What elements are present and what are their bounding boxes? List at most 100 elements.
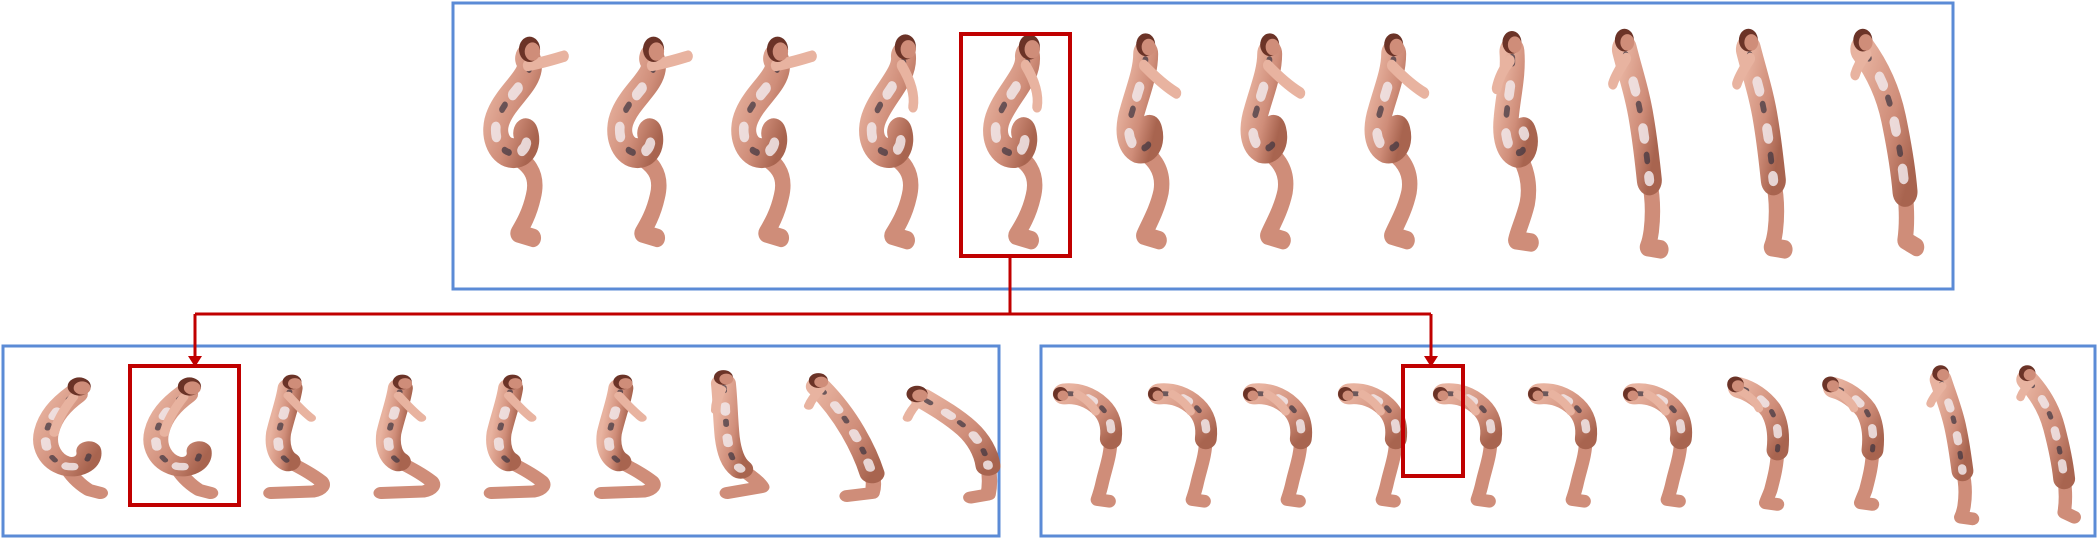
clothing-patch [1629, 389, 1686, 443]
body-arm [1548, 390, 1575, 416]
body-face [900, 40, 916, 59]
body-torso [910, 388, 1001, 476]
clothing-patch [813, 382, 877, 478]
clothing-patch [151, 390, 204, 471]
clothing-patch [1124, 48, 1156, 155]
body-face [183, 381, 201, 395]
body-arm [2016, 378, 2035, 402]
clothing-band [1346, 391, 1399, 442]
body-face [1620, 34, 1635, 51]
body-face [912, 389, 928, 402]
body-arm [1453, 390, 1480, 416]
top-frame-7 [1240, 33, 1306, 250]
body-leg [1639, 171, 1669, 259]
body-arm [1491, 55, 1515, 95]
top-frame-3 [731, 36, 817, 248]
bottom-left-frame-2 [143, 377, 219, 499]
clothing-patch [1372, 48, 1404, 155]
body-face [1858, 34, 1873, 51]
body-face [508, 378, 523, 389]
body-arm [1020, 59, 1043, 113]
body-face [524, 42, 541, 61]
body-face [1342, 390, 1354, 401]
clothing-patch [490, 52, 535, 159]
body-arm [1358, 390, 1385, 416]
bottom-left-frame-4 [373, 374, 441, 499]
arrowhead-left [188, 356, 202, 367]
clothing-patch [40, 390, 94, 471]
top-frame-11 [1732, 28, 1793, 259]
body-arm [614, 391, 647, 422]
body-leg [1759, 443, 1785, 511]
clothing-band [1156, 391, 1209, 442]
top-frame-8 [1364, 33, 1430, 250]
body-face [719, 373, 734, 385]
body-face [287, 378, 302, 389]
top-frame-9 [1491, 31, 1539, 252]
body-arm [49, 393, 79, 437]
body-arm [1850, 48, 1872, 81]
clothing-patch [1248, 48, 1280, 155]
body-face [1937, 369, 1950, 381]
body-face [772, 42, 789, 61]
body-face [1024, 40, 1040, 59]
clothing-patch [1439, 389, 1496, 443]
body-face [1152, 390, 1164, 401]
top-frame-2 [607, 36, 693, 248]
body-arm [1643, 390, 1670, 416]
clothing-band [1250, 50, 1278, 152]
arrowhead-right [1424, 356, 1438, 367]
clothing-patch [1829, 383, 1878, 455]
body-arm [1386, 59, 1430, 99]
clothing-band [1251, 391, 1304, 442]
body-face [618, 378, 633, 389]
clothing-band [1061, 391, 1114, 442]
body-leg [1763, 171, 1793, 259]
body-face [648, 42, 665, 61]
body-leg [1185, 432, 1213, 508]
body-leg [1375, 432, 1403, 508]
clothing-band [1536, 391, 1589, 442]
body-face [1507, 36, 1522, 53]
clothing-band [919, 396, 991, 469]
clothing-patch [718, 379, 746, 473]
body-leg [1470, 432, 1498, 508]
body-leg [263, 455, 330, 499]
body-face [1247, 390, 1259, 401]
clothing-band [605, 385, 624, 464]
bottom-right-frame-8 [1727, 376, 1790, 511]
body-arm [1608, 52, 1632, 90]
body-leg [483, 455, 551, 499]
body-arm [803, 385, 826, 410]
bottom-left-frame-5 [483, 374, 551, 499]
clothing-band [1621, 45, 1653, 184]
bottom-right-panel [1039, 344, 2097, 538]
bottom-right-frame-9 [1822, 376, 1885, 511]
body-face [1389, 38, 1404, 56]
clothing-band [1831, 385, 1876, 453]
bottom-left-frame-7 [710, 370, 770, 499]
clothing-patch [738, 52, 783, 159]
body-arm [1732, 52, 1756, 90]
body-arm [896, 59, 919, 113]
clothing-patch [1534, 389, 1591, 443]
clothing-band [1745, 45, 1777, 184]
body-face [398, 378, 413, 389]
top-panel [451, 1, 1955, 291]
body-leg [1090, 432, 1118, 508]
clothing-patch [1344, 389, 1401, 443]
top-frame-12 [1850, 28, 1925, 257]
clothing-patch [614, 52, 659, 159]
top-panel-frames [483, 28, 1925, 259]
clothing-patch [1858, 43, 1910, 198]
body-face [1731, 380, 1745, 392]
body-face [2023, 369, 2036, 381]
body-arm [770, 50, 817, 72]
body-leg [1280, 432, 1308, 508]
bottom-right-frame-3 [1242, 383, 1313, 508]
top-frame-10 [1608, 28, 1669, 259]
clothing-patch [866, 50, 909, 159]
clothing-patch [1249, 389, 1306, 443]
clothing-patch [1154, 389, 1211, 443]
